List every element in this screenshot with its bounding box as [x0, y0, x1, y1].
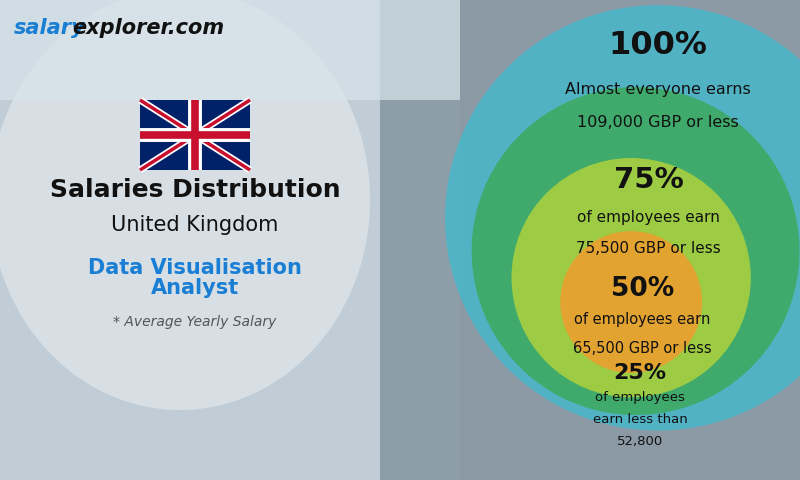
Text: 100%: 100%	[608, 30, 707, 60]
Text: of employees earn: of employees earn	[574, 312, 710, 327]
Text: 75%: 75%	[614, 166, 684, 194]
Text: 75,500 GBP or less: 75,500 GBP or less	[577, 241, 722, 256]
Text: earn less than: earn less than	[593, 413, 687, 426]
Text: Almost everyone earns: Almost everyone earns	[565, 82, 750, 97]
Text: United Kingdom: United Kingdom	[111, 215, 278, 235]
Bar	[140, 100, 250, 170]
Text: * Average Yearly Salary: * Average Yearly Salary	[114, 315, 277, 329]
Text: 52,800: 52,800	[617, 435, 663, 448]
Circle shape	[472, 87, 799, 415]
Bar	[0, 0, 460, 100]
Text: 50%: 50%	[610, 276, 674, 302]
Circle shape	[445, 5, 800, 431]
Text: of employees earn: of employees earn	[578, 210, 720, 225]
Text: 109,000 GBP or less: 109,000 GBP or less	[577, 115, 738, 130]
Text: Data Visualisation: Data Visualisation	[88, 258, 302, 278]
Text: Analyst: Analyst	[151, 278, 239, 298]
Text: Salaries Distribution: Salaries Distribution	[50, 178, 340, 202]
Text: salary: salary	[14, 18, 86, 38]
Ellipse shape	[0, 0, 370, 410]
Text: of employees: of employees	[595, 391, 685, 404]
Circle shape	[511, 158, 750, 397]
Circle shape	[560, 231, 702, 373]
Text: 25%: 25%	[614, 363, 666, 383]
Text: explorer.com: explorer.com	[72, 18, 224, 38]
Text: 65,500 GBP or less: 65,500 GBP or less	[573, 341, 711, 356]
Bar	[0, 0, 460, 480]
Bar	[380, 0, 800, 480]
